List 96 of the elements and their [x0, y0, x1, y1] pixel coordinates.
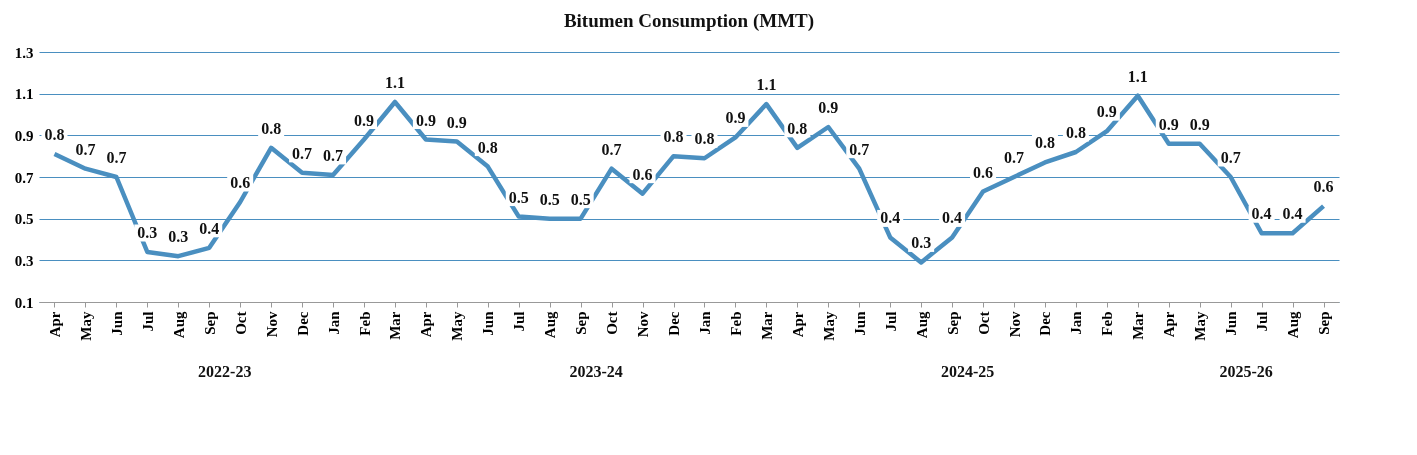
y-tick-label: 1.1: [14, 86, 34, 103]
y-tick-label: 0.5: [14, 211, 34, 228]
data-label: 0.9: [446, 113, 467, 131]
chart-title: Bitumen Consumption (MMT): [563, 10, 815, 32]
data-label: 0.4: [880, 209, 901, 227]
x-tick-label: Jul: [511, 311, 528, 332]
x-tick-label: Nov: [1006, 311, 1023, 338]
data-label: 0.4: [199, 219, 220, 237]
data-label: 0.7: [849, 140, 870, 158]
y-tick-label: 0.1: [14, 294, 34, 311]
x-tick-label: Jul: [139, 311, 156, 332]
data-label: 0.3: [137, 224, 158, 241]
y-tick-label: 1.3: [14, 44, 34, 61]
data-label: 0.3: [168, 228, 189, 246]
x-tick-label: Oct: [604, 311, 621, 335]
data-label: 0.7: [292, 144, 313, 162]
data-label: 0.4: [942, 209, 963, 227]
y-tick-label: 0.7: [14, 169, 34, 186]
x-tick-label: Jan: [696, 310, 713, 335]
x-tick-label: May: [449, 311, 466, 341]
data-label: 0.5: [508, 188, 529, 206]
x-tick-label: Aug: [170, 311, 187, 339]
x-tick-label: Mar: [1130, 311, 1147, 340]
x-tick-label: Sep: [573, 311, 590, 335]
data-label: 1.1: [1127, 67, 1148, 85]
text: 2022-23: [198, 363, 252, 380]
x-tick-label: Mar: [387, 311, 404, 340]
x-tick-label: Jun: [1223, 310, 1240, 336]
text: 2023-24: [569, 363, 623, 380]
x-tick-label: May: [820, 311, 837, 341]
data-label: 1.1: [384, 74, 405, 91]
data-label: 0.9: [415, 111, 436, 129]
x-tick-label: Oct: [232, 311, 249, 335]
text: 2024-25: [940, 363, 995, 380]
x-tick-label: May: [1192, 311, 1209, 341]
x-tick-label: Mar: [758, 311, 775, 340]
data-label: 0.7: [1220, 149, 1241, 166]
x-tick-label: Aug: [1285, 311, 1302, 339]
data-label: 0.6: [973, 163, 994, 181]
x-tick-label: Sep: [201, 311, 218, 335]
data-label: 0.9: [1096, 103, 1117, 121]
x-tick-label: Jun: [851, 310, 868, 336]
data-label: 1.1: [756, 76, 777, 94]
data-label: 0.7: [106, 149, 127, 166]
x-tick-label: Sep: [944, 311, 961, 335]
data-label: 0.4: [1251, 205, 1272, 223]
x-tick-label: Nov: [635, 311, 652, 338]
data-label: 0.3: [911, 234, 932, 252]
y-tick-label: 0.3: [14, 252, 34, 269]
data-label: 0.7: [1004, 149, 1024, 166]
text: 2025-26: [1219, 363, 1273, 380]
data-label: 0.8: [694, 130, 715, 148]
x-tick-label: Dec: [294, 311, 311, 336]
data-label: 0.9: [1189, 115, 1210, 133]
x-tick-label: Jan: [1068, 310, 1085, 335]
x-tick-label: Dec: [1037, 311, 1054, 336]
x-tick-label: Apr: [46, 311, 63, 338]
x-tick-label: Nov: [263, 311, 280, 338]
x-tick-label: Jan: [325, 310, 342, 335]
data-label: 0.8: [1065, 124, 1086, 141]
data-label: 0.6: [230, 174, 251, 191]
data-label: 0.6: [1313, 178, 1334, 196]
x-tick-label: Jun: [108, 310, 125, 336]
data-label: 0.9: [354, 111, 374, 129]
x-tick-label: Feb: [356, 311, 373, 336]
y-tick-label: 0.9: [14, 127, 34, 144]
x-tick-label: Feb: [1099, 311, 1116, 336]
data-label: 0.9: [725, 109, 746, 127]
x-tick-label: Dec: [666, 311, 683, 336]
data-label: 0.5: [539, 190, 560, 208]
data-label: 0.5: [570, 190, 591, 208]
data-label: 0.7: [75, 140, 96, 158]
data-label: 0.8: [261, 119, 282, 137]
data-label: 0.7: [323, 146, 344, 164]
data-label: 0.8: [477, 138, 498, 156]
data-label: 0.6: [632, 165, 653, 183]
data-label: 0.8: [663, 128, 684, 146]
x-tick-label: Apr: [1161, 311, 1178, 338]
data-label: 0.8: [44, 126, 65, 144]
x-tick-label: Aug: [542, 311, 559, 339]
x-tick-label: Aug: [913, 311, 930, 339]
x-tick-label: Apr: [789, 311, 806, 338]
data-label: 0.4: [1282, 205, 1303, 223]
x-tick-label: Jul: [882, 311, 899, 332]
x-tick-label: Feb: [727, 311, 744, 336]
data-label: 0.7: [601, 140, 622, 158]
data-label: 0.9: [1158, 115, 1179, 133]
x-tick-label: Jul: [1254, 311, 1271, 332]
data-label: 0.8: [1034, 134, 1055, 152]
x-tick-label: Jun: [480, 310, 497, 336]
x-tick-label: Oct: [975, 311, 992, 335]
data-label: 0.9: [818, 99, 839, 116]
x-tick-label: Apr: [418, 311, 435, 338]
x-tick-label: Sep: [1316, 311, 1333, 335]
data-label: 0.8: [787, 119, 808, 137]
x-tick-label: May: [77, 311, 94, 341]
